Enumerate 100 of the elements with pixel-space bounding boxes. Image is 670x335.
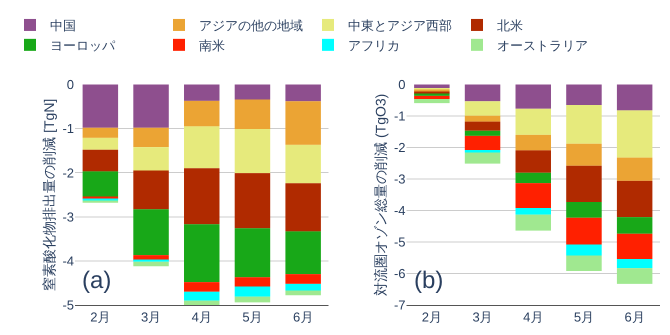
y-tick-label: -2 [394,140,406,156]
bar [566,202,602,218]
legend-label: 北米 [497,18,523,34]
bar [133,128,169,148]
x-tick-label: 5月 [242,310,263,325]
y-tick-label: -4 [62,253,74,268]
bar [234,99,270,130]
legend-label: 中東とアジア西部 [348,18,452,34]
bar [566,256,602,271]
bar [616,234,652,260]
bar [516,214,551,231]
bar [516,134,551,150]
x-tick-label: 6月 [293,310,314,325]
bar [464,122,500,131]
bar [234,296,270,302]
x-tick-label: 5月 [574,310,594,325]
bar [616,158,652,181]
annotation: (b) [414,267,444,294]
bar [566,104,602,144]
bar [566,244,602,256]
legend-label: ヨーロッパ [50,38,116,53]
y-tick-label: 0 [66,77,74,92]
bar [234,277,270,286]
bar [82,150,118,172]
bar [285,231,321,274]
bar [133,209,169,256]
bar [82,84,118,128]
bar [133,147,169,170]
y-tick-label: -2 [62,165,74,180]
bar [516,208,551,215]
bar [285,144,321,184]
bar [184,282,220,292]
bar [414,96,450,99]
bar [616,84,652,110]
bar [566,144,602,166]
x-tick-label: 3月 [140,310,162,325]
bar [566,166,602,202]
bar [616,259,652,268]
y-tick-label: 0 [398,77,406,92]
y-axis-title: 窒素酸化物排出量の削減 [TgN] [41,98,58,291]
bar [234,129,270,174]
bar [285,101,321,145]
legend-label: 中国 [50,18,76,34]
legend-label: アジアの他の地域 [199,18,303,34]
bar [516,84,551,109]
bar [82,200,118,203]
annotation: (a) [82,267,112,294]
bar [464,136,500,150]
bar [184,168,220,224]
bar [414,98,450,104]
bar [616,217,652,234]
bar [285,183,321,232]
legend-label: オーストラリア [497,38,588,53]
y-tick-label: -3 [62,209,74,224]
bar [616,110,652,158]
bar [464,101,500,116]
x-tick-label: 6月 [624,310,645,325]
bar [464,150,500,153]
legend-label: アフリカ [348,38,400,53]
bar [184,300,220,305]
bar [285,84,321,102]
bar [234,173,270,228]
x-tick-label: 2月 [90,310,110,325]
y-tick-label: -5 [62,298,74,313]
bar [234,228,270,278]
bar [285,290,321,296]
y-tick-label: -7 [394,298,406,313]
bar [414,84,450,88]
y-axis-title: 対流圏オゾン総量の削減 (TgO3) [372,94,389,296]
y-tick-label: -6 [394,266,406,282]
bar [82,128,118,138]
bar [184,126,220,168]
bar [616,268,652,284]
bar [133,170,169,210]
bar [516,172,551,184]
bar [516,108,551,135]
y-tick-label: -5 [394,234,406,250]
y-tick-label: -1 [394,108,406,124]
bar [616,180,652,218]
y-tick-label: -1 [62,121,74,136]
bar [464,84,500,102]
x-tick-label: 3月 [472,310,493,325]
bar [464,116,500,122]
y-tick-label: -4 [394,203,406,218]
bar [234,286,270,297]
bar [184,100,220,126]
bar [285,274,321,284]
bar [464,152,500,164]
bar [285,284,321,290]
bar [516,183,551,208]
bar [184,224,220,282]
bar [82,138,118,150]
bar [566,84,602,105]
bar [234,84,270,100]
x-tick-label: 2月 [422,310,442,325]
bar [184,84,220,101]
x-tick-label: 4月 [523,310,544,325]
bar [133,84,169,128]
bar [464,130,500,136]
x-tick-label: 4月 [192,310,212,325]
